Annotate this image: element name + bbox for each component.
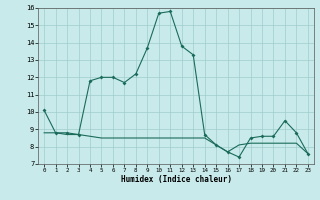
X-axis label: Humidex (Indice chaleur): Humidex (Indice chaleur) [121, 175, 231, 184]
